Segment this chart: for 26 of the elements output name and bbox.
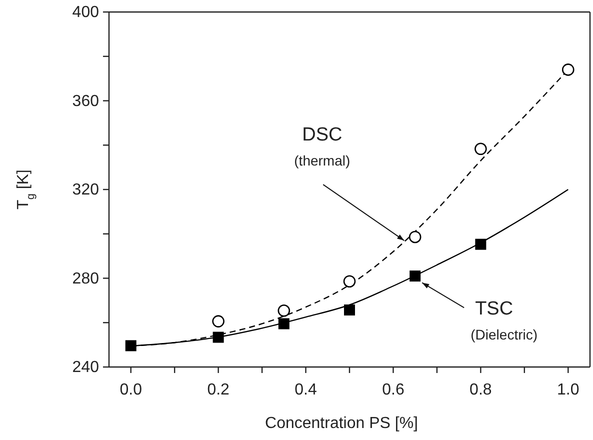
point xyxy=(278,318,290,330)
y-tick-label: 280 xyxy=(72,270,100,288)
point xyxy=(125,340,136,352)
annotation: DSC (thermal) xyxy=(294,124,350,169)
y-tick-label: 240 xyxy=(72,359,100,376)
x-axis-title: Concentration PS [%] xyxy=(265,415,418,432)
x-tick-label: 0.2 xyxy=(207,381,230,398)
x-tick-label: 0.4 xyxy=(294,381,317,398)
x-tick-label: 0.0 xyxy=(120,381,142,398)
y-tick-label: 320 xyxy=(72,182,100,199)
point xyxy=(410,270,421,282)
point xyxy=(562,64,574,76)
point xyxy=(278,304,290,317)
point xyxy=(344,304,355,316)
point xyxy=(212,332,224,343)
y-tick-label: 360 xyxy=(72,92,100,110)
point xyxy=(475,238,486,250)
point xyxy=(474,142,487,156)
point xyxy=(343,275,356,288)
x-tick-label: 0.6 xyxy=(382,381,404,398)
x-tick-label: 1.0 xyxy=(557,381,580,398)
y-tick-label: 400 xyxy=(72,4,100,22)
point xyxy=(212,315,224,328)
annotation: TSC (Dielectric) xyxy=(470,298,538,343)
x-tick-label: 0.8 xyxy=(470,381,492,398)
point xyxy=(408,230,422,244)
